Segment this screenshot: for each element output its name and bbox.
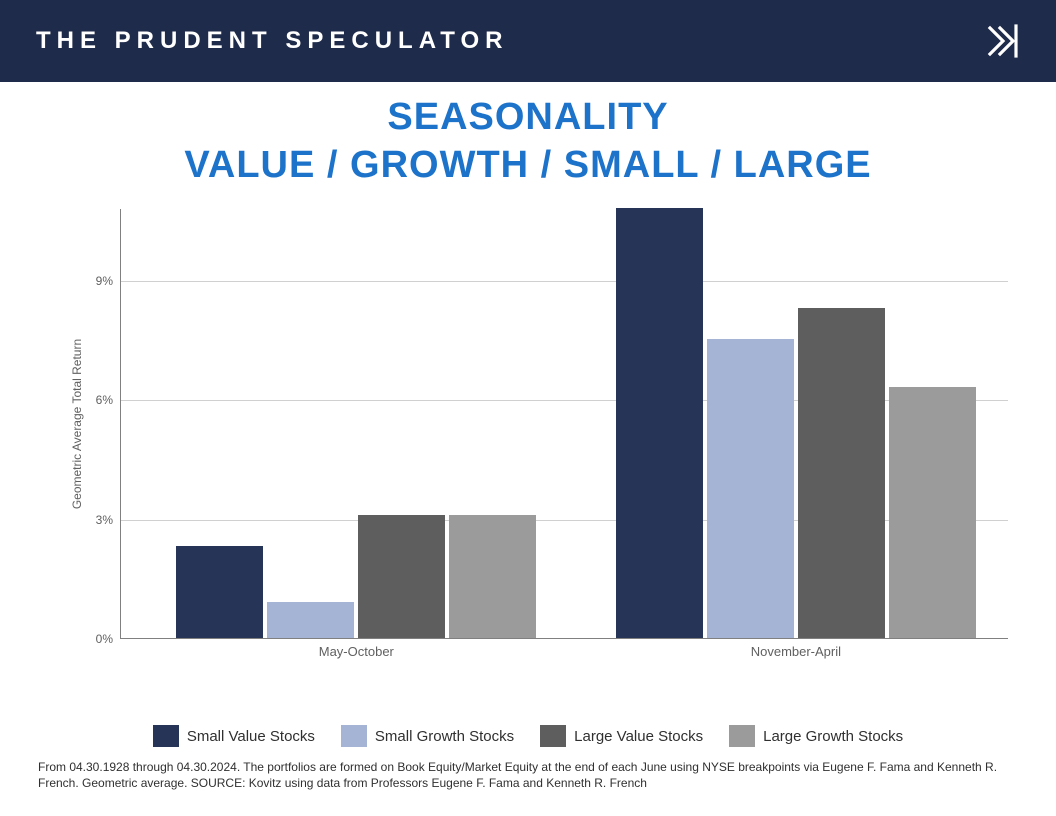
legend-label: Small Growth Stocks [375, 728, 514, 745]
chart-footnote: From 04.30.1928 through 04.30.2024. The … [38, 759, 1018, 791]
legend-swatch [153, 725, 179, 747]
legend-swatch [341, 725, 367, 747]
bar [889, 387, 976, 638]
y-tick-label: 3% [96, 513, 121, 527]
legend-item: Large Growth Stocks [729, 725, 903, 747]
gridline [121, 281, 1008, 282]
legend-label: Small Value Stocks [187, 728, 315, 745]
y-tick-label: 6% [96, 393, 121, 407]
y-tick-label: 9% [96, 274, 121, 288]
bar [449, 515, 536, 638]
brand-logo-icon [986, 24, 1020, 58]
chart-title: SEASONALITY VALUE / GROWTH / SMALL / LAR… [0, 82, 1056, 197]
y-axis-label: Geometric Average Total Return [70, 338, 84, 508]
title-line-1: SEASONALITY [0, 94, 1056, 142]
x-tick-label: November-April [751, 638, 841, 659]
x-tick-label: May-October [319, 638, 394, 659]
bar [176, 546, 263, 638]
brand-title: THE PRUDENT SPECULATOR [36, 27, 508, 55]
chart-area: Geometric Average Total Return 0% 3% 6% 9% M… [48, 209, 1008, 679]
bar [616, 208, 703, 638]
bar [267, 602, 354, 638]
bar [798, 308, 885, 638]
legend-item: Small Growth Stocks [341, 725, 514, 747]
legend-item: Large Value Stocks [540, 725, 703, 747]
legend-swatch [540, 725, 566, 747]
y-tick-label: 0% [96, 632, 121, 646]
legend-label: Large Value Stocks [574, 728, 703, 745]
header-bar: THE PRUDENT SPECULATOR [0, 0, 1056, 82]
legend-swatch [729, 725, 755, 747]
bar [707, 339, 794, 638]
plot-area: Geometric Average Total Return 0%3%6%9%M… [120, 209, 1008, 639]
bar [358, 515, 445, 638]
legend-label: Large Growth Stocks [763, 728, 903, 745]
title-line-2: VALUE / GROWTH / SMALL / LARGE [0, 142, 1056, 190]
chart-legend: Small Value Stocks Small Growth Stocks Lar… [48, 725, 1008, 747]
legend-item: Small Value Stocks [153, 725, 315, 747]
